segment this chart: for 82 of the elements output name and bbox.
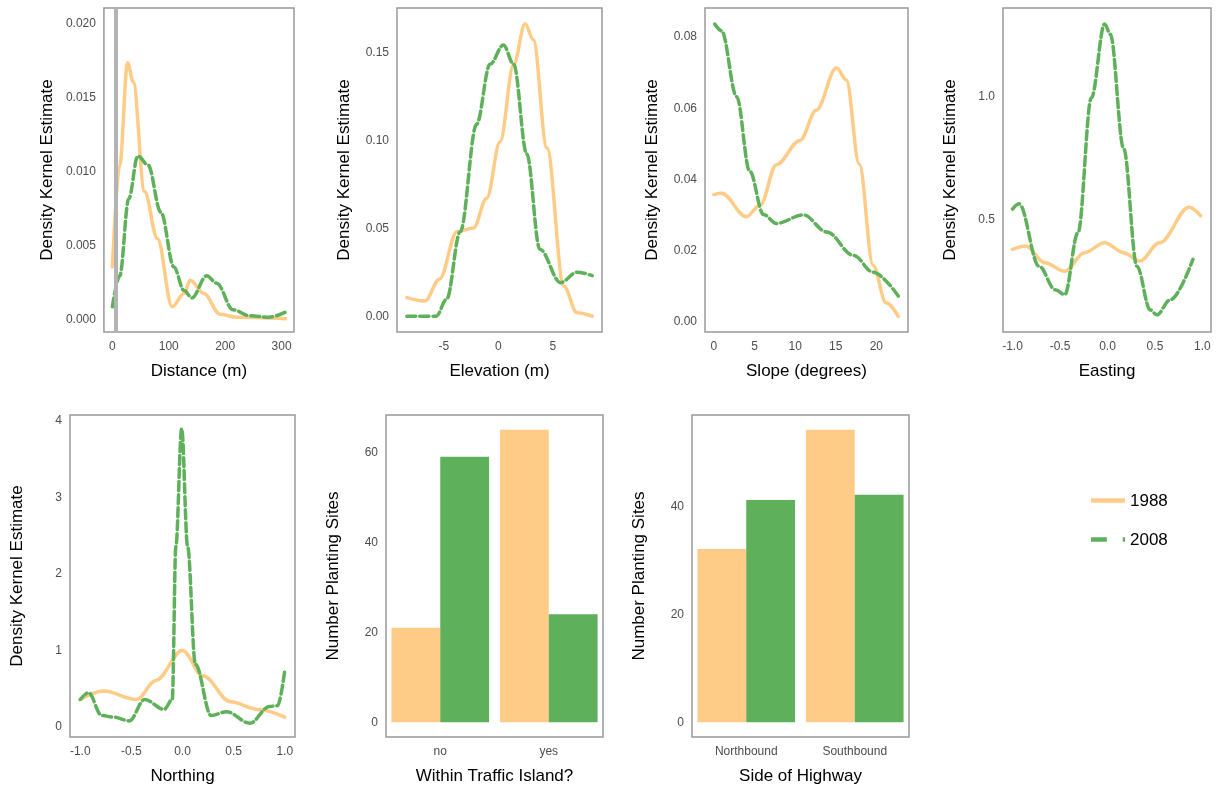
y-tick-label: 0.08 [673,29,698,44]
y-tick-label: 0.04 [673,171,698,186]
x-tick-label: 100 [158,339,180,353]
y-tick-label: 0.15 [365,45,390,60]
bar [391,627,441,723]
y-tick-label: 1 [55,642,63,657]
bar [548,614,598,723]
y-tick-label: 20 [364,625,379,640]
x-axis-title: Side of Highway [739,766,863,785]
bar [854,494,904,723]
x-axis-title: Slope (degrees) [746,361,867,380]
x-tick-label: 300 [271,339,292,353]
y-tick-label: 0.10 [365,133,390,148]
line-series [712,66,901,319]
y-tick-label: 0 [55,719,63,734]
x-tick-label: 0 [109,339,117,353]
line-series [1010,205,1203,273]
y-axis-title: Density Kernel Estimate [7,485,26,667]
y-tick-label: 0 [677,715,685,730]
y-tick-label: 0.020 [65,15,97,30]
line-series [78,427,287,725]
x-tick-label: 10 [788,339,803,353]
y-tick-label: 3 [55,489,63,504]
x-tick-label: Northbound [714,744,778,758]
y-tick-label: 0.00 [365,309,390,324]
bar [499,429,549,723]
legend-label: 2008 [1130,530,1168,549]
x-tick-label: 1.0 [276,744,294,758]
line-series [1010,22,1195,317]
x-tick-label: -0.5 [121,744,143,758]
y-axis-title: Density Kernel Estimate [642,79,661,261]
x-axis-title: Northing [150,766,215,785]
x-tick-label: 200 [215,339,236,353]
y-tick-label: 2 [55,566,63,581]
y-tick-label: 60 [364,445,379,460]
x-tick-label: 0.0 [174,744,192,758]
x-tick-label: -0.5 [1049,339,1071,353]
x-axis-title: Elevation (m) [449,361,550,380]
x-tick-label: -1.0 [1002,339,1024,353]
x-tick-label: 0.0 [1099,339,1117,353]
x-tick-label: 0.5 [1146,339,1164,353]
x-tick-label: 0 [710,339,718,353]
y-tick-label: 0 [371,715,379,730]
y-tick-label: 40 [364,535,379,550]
y-tick-label: 0.00 [673,314,698,329]
x-tick-label: 1.0 [1194,339,1212,353]
y-axis-title: Density Kernel Estimate [940,79,959,261]
bar [440,456,490,723]
y-axis-title: Number Planting Sites [323,491,342,661]
x-tick-label: -1.0 [69,744,91,758]
x-tick-label: 5 [549,339,557,353]
y-tick-label: 0.010 [65,163,97,178]
x-tick-label: 15 [829,339,843,353]
y-tick-label: 0.015 [65,89,97,104]
x-tick-label: 0 [495,339,503,353]
y-tick-label: 20 [670,606,685,621]
x-tick-label: yes [539,744,559,758]
y-tick-label: 0.05 [365,221,390,236]
y-tick-label: 4 [55,413,63,428]
line-series [110,154,289,319]
y-tick-label: 0.06 [673,100,698,115]
legend-label: 1988 [1130,491,1168,510]
line-series [712,22,901,298]
bar [746,500,796,723]
x-tick-label: no [433,744,448,758]
y-tick-label: 0.005 [65,237,97,252]
x-tick-label: 5 [751,339,759,353]
y-tick-label: 0.000 [65,311,97,326]
bar [697,548,747,723]
x-tick-label: 0.5 [225,744,243,758]
x-tick-label: 20 [869,339,884,353]
y-axis-title: Density Kernel Estimate [334,79,353,261]
x-axis-title: Easting [1078,361,1136,380]
y-tick-label: 40 [670,498,685,513]
y-axis-title: Number Planting Sites [629,491,648,661]
x-tick-label: Southbound [822,744,888,758]
x-axis-title: Within Traffic Island? [415,766,574,785]
bar [805,429,855,723]
x-tick-label: -5 [438,339,450,353]
y-tick-label: 0.02 [673,243,698,258]
y-axis-title: Density Kernel Estimate [37,79,56,261]
x-axis-title: Distance (m) [150,361,248,380]
